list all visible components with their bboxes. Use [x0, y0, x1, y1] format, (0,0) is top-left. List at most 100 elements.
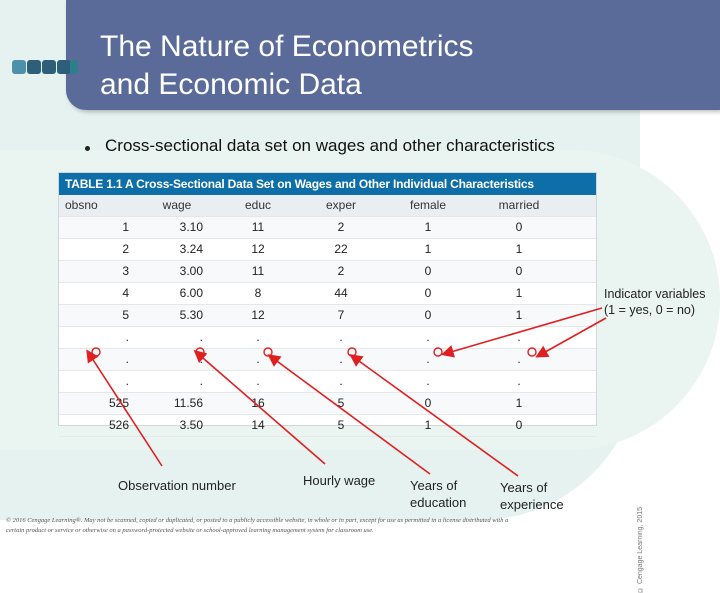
- slide-title-line-1: The Nature of Econometrics: [100, 30, 474, 63]
- table-header-row: obsno wage educ exper female married: [59, 195, 596, 217]
- table-cell-female: 0: [424, 286, 432, 300]
- table-cell-married: 0: [515, 264, 523, 278]
- table-cell-obsno: 2: [122, 242, 129, 256]
- title-bar: [66, 0, 720, 110]
- indicator-label-line-1: Indicator variables: [604, 287, 706, 301]
- table-cell-female: 0: [424, 264, 432, 278]
- education-label-line-2: education: [410, 495, 467, 510]
- column-header: female: [409, 198, 447, 212]
- table-cell-married: 1: [515, 286, 523, 300]
- table-cell-obsno: 5: [122, 308, 129, 322]
- table-cell-wage: .: [199, 352, 203, 366]
- education-label-line-1: Years of: [410, 478, 458, 493]
- table-cell-educ: 8: [254, 286, 262, 300]
- footer-copyright: © 2016 Cengage Learning®. May not be sca…: [6, 516, 716, 536]
- slide-logo-icon: [12, 60, 78, 76]
- table-cell-exper: 5: [337, 396, 345, 410]
- table-cell-obsno: 1: [122, 220, 129, 234]
- table-cell-educ: .: [256, 374, 260, 388]
- table-cell-wage: .: [199, 330, 203, 344]
- years-of-experience-label: Years of experience: [500, 479, 564, 513]
- table-cell-wage: .: [199, 374, 203, 388]
- table-cell-wage: 3.24: [179, 242, 203, 256]
- table-cell-female: 1: [424, 418, 432, 432]
- table-cell-exper: .: [339, 330, 343, 344]
- table-cell-wage: 5.30: [179, 308, 203, 322]
- table-cell-exper: 44: [334, 286, 348, 300]
- footer-line-1: © 2016 Cengage Learning®. May not be sca…: [6, 517, 509, 524]
- table-cell-exper: 2: [337, 264, 345, 278]
- table-cell-wage: 6.00: [179, 286, 203, 300]
- table-row: 2 3.24 12 22 1 1: [59, 239, 596, 261]
- table-cell-obsno: 4: [122, 286, 129, 300]
- table-cell-female: .: [426, 352, 430, 366]
- table-cell-exper: .: [339, 374, 343, 388]
- table-caption: TABLE 1.1 A Cross-Sectional Data Set on …: [59, 173, 596, 195]
- table-cell-wage: 3.00: [179, 264, 203, 278]
- column-header: obsno: [65, 198, 98, 212]
- table-cell-married: 0: [515, 418, 523, 432]
- table-cell-obsno: 526: [108, 418, 129, 432]
- table-cell-married: 1: [515, 242, 523, 256]
- table-side-copyright: © Cengage Learning, 2015: [637, 506, 644, 593]
- table-row: ......: [59, 327, 596, 349]
- table-row: ......: [59, 349, 596, 371]
- table-row: ......: [59, 371, 596, 393]
- indicator-label-line-2: (1 = yes, 0 = no): [604, 303, 696, 317]
- experience-label-line-2: experience: [500, 497, 564, 512]
- table-row: 1 3.10 11 2 1 0: [59, 217, 596, 239]
- column-header: exper: [325, 198, 357, 212]
- table-cell-wage: 11.56: [173, 396, 203, 410]
- column-header: educ: [244, 198, 272, 212]
- indicator-variables-label: Indicator variables (1 = yes, 0 = no): [604, 286, 705, 318]
- table-cell-obsno: .: [125, 352, 129, 366]
- table-cell-married: 1: [515, 396, 523, 410]
- table-cell-educ: 16: [251, 396, 265, 410]
- table-cell-female: 1: [424, 242, 432, 256]
- slide-title: The Nature of Econometrics and Economic …: [100, 28, 700, 104]
- table-body: 1 3.10 11 2 1 0 2 3.24 12 22 1 1 3 3.00 11 2 0 0 4 6.00 8 44 0…: [59, 217, 596, 437]
- table-cell-obsno: 525: [108, 396, 129, 410]
- table-cell-exper: 22: [334, 242, 348, 256]
- table-cell-female: 1: [424, 220, 432, 234]
- table-cell-wage: 3.50: [179, 418, 203, 432]
- table-cell-educ: 11: [251, 220, 265, 234]
- table-cell-exper: 2: [337, 220, 345, 234]
- data-table: TABLE 1.1 A Cross-Sectional Data Set on …: [58, 172, 644, 593]
- table-cell-married: .: [517, 374, 521, 388]
- hourly-wage-label: Hourly wage: [303, 473, 376, 488]
- footer-line-2: certain product or service or otherwise …: [6, 527, 374, 534]
- table-cell-married: .: [517, 352, 521, 366]
- table-cell-educ: 14: [251, 418, 265, 432]
- table-row: 4 6.00 8 44 0 1: [59, 283, 596, 305]
- table-cell-exper: 5: [337, 418, 345, 432]
- table-cell-obsno: .: [125, 330, 129, 344]
- table-cell-educ: 12: [251, 242, 265, 256]
- table-cell-married: .: [517, 330, 521, 344]
- table-cell-educ: 12: [251, 308, 265, 322]
- table-cell-educ: .: [256, 330, 260, 344]
- column-header: married: [498, 198, 540, 212]
- bullet-icon: [85, 146, 90, 151]
- years-of-education-label: Years of education: [410, 477, 466, 511]
- table-cell-educ: 11: [251, 264, 265, 278]
- slide-title-line-2: and Economic Data: [100, 68, 362, 101]
- table-cell-educ: .: [256, 352, 260, 366]
- table-cell-obsno: 3: [122, 264, 129, 278]
- experience-label-line-1: Years of: [500, 480, 548, 495]
- table-row: 3 3.00 11 2 0 0: [59, 261, 596, 283]
- table-cell-female: .: [426, 330, 430, 344]
- bullet-text: Cross-sectional data set on wages and ot…: [105, 136, 555, 155]
- table-row: 5 5.30 12 7 0 1: [59, 305, 596, 327]
- table-row: 526 3.50 14 5 1 0: [59, 415, 596, 437]
- table-cell-female: 0: [424, 396, 432, 410]
- table-cell-wage: 3.10: [179, 220, 203, 234]
- table-cell-obsno: .: [125, 374, 129, 388]
- table-cell-female: .: [426, 374, 430, 388]
- table-cell-married: 0: [515, 220, 523, 234]
- table-cell-married: 1: [515, 308, 523, 322]
- table-row: 525 11.56 16 5 0 1: [59, 393, 596, 415]
- table-cell-exper: 7: [337, 308, 345, 322]
- table-cell-exper: .: [339, 352, 343, 366]
- table-cell-female: 0: [424, 308, 432, 322]
